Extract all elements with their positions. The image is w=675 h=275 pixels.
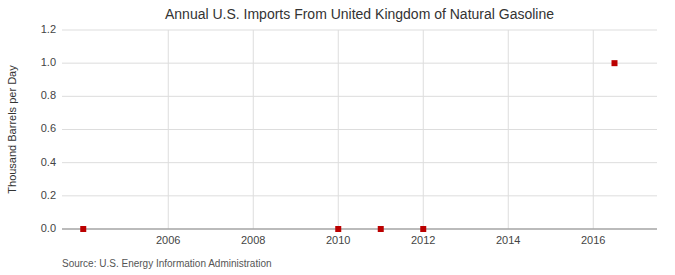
y-axis-label: Thousand Barrels per Day [6, 65, 18, 194]
axes: 0.0 0.2 0.4 0.6 0.8 1.0 1.2 2006 2008 2010 2012 201… [41, 23, 657, 246]
x-grid-line [423, 30, 424, 229]
data-point [80, 226, 86, 232]
y-grid-line [62, 162, 657, 163]
x-grid-line [508, 30, 509, 229]
y-tick-label: 0.2 [41, 189, 56, 201]
x-tick-label: 2006 [156, 234, 180, 246]
chart-container: 0.0 0.2 0.4 0.6 0.8 1.0 1.2 2006 2008 2010 2012 201… [0, 0, 675, 275]
x-tick-label: 2008 [241, 234, 265, 246]
source-note: Source: U.S. Energy Information Administ… [62, 258, 272, 269]
y-grid-line [62, 129, 657, 130]
x-grid-line [593, 30, 594, 229]
chart-title: Annual U.S. Imports From United Kingdom … [165, 6, 554, 22]
x-grid-line [338, 30, 339, 229]
y-grid-line [62, 229, 657, 230]
data-points [80, 60, 617, 232]
x-axis-line [62, 229, 657, 230]
y-tick-label: 0.0 [41, 222, 56, 234]
y-grid-line [62, 30, 657, 31]
y-tick-label: 1.2 [41, 23, 56, 35]
y-tick-label: 0.8 [41, 89, 56, 101]
y-grid-line [62, 63, 657, 64]
y-grid-line [62, 96, 657, 97]
x-grid-line [253, 30, 254, 229]
y-grid-line [62, 195, 657, 196]
x-tick-label: 2014 [496, 234, 520, 246]
data-point [378, 226, 384, 232]
x-grid-line [168, 30, 169, 229]
grid [62, 30, 657, 229]
data-point [612, 60, 618, 66]
chart: 0.0 0.2 0.4 0.6 0.8 1.0 1.2 2006 2008 2010 2012 201… [0, 0, 675, 275]
y-tick-label: 1.0 [41, 56, 56, 68]
x-tick-label: 2016 [581, 234, 605, 246]
x-tick-label: 2010 [326, 234, 350, 246]
x-tick-label: 2012 [411, 234, 435, 246]
data-point [420, 226, 426, 232]
y-tick-label: 0.4 [41, 156, 56, 168]
data-point [335, 226, 341, 232]
y-tick-label: 0.6 [41, 122, 56, 134]
plot-background [62, 30, 657, 229]
